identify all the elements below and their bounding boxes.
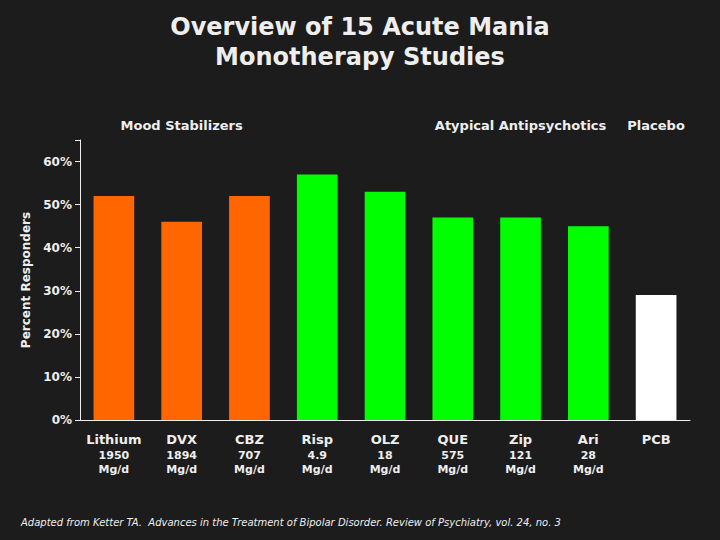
- svg-text:Placebo: Placebo: [627, 118, 685, 133]
- svg-text:1950: 1950: [99, 449, 130, 462]
- svg-text:Mg/d: Mg/d: [437, 463, 468, 476]
- svg-text:707: 707: [238, 449, 261, 462]
- svg-text:1894: 1894: [166, 449, 197, 462]
- svg-text:Risp: Risp: [301, 432, 333, 447]
- svg-text:10%: 10%: [43, 370, 72, 384]
- svg-text:Mg/d: Mg/d: [505, 463, 536, 476]
- svg-text:QUE: QUE: [438, 432, 469, 447]
- svg-text:Adapted from Ketter TA. Advan: Adapted from Ketter TA. Advances in the …: [20, 517, 561, 528]
- svg-text:Zip: Zip: [509, 432, 532, 447]
- svg-text:OLZ: OLZ: [371, 432, 400, 447]
- svg-text:30%: 30%: [43, 284, 72, 298]
- svg-text:Mg/d: Mg/d: [99, 463, 130, 476]
- svg-text:575: 575: [441, 449, 464, 462]
- svg-text:121: 121: [509, 449, 532, 462]
- svg-text:Mg/d: Mg/d: [234, 463, 265, 476]
- svg-text:PCB: PCB: [642, 432, 671, 447]
- svg-text:Mg/d: Mg/d: [573, 463, 604, 476]
- svg-text:DVX: DVX: [166, 432, 197, 447]
- svg-text:Atypical Antipsychotics: Atypical Antipsychotics: [435, 118, 607, 133]
- svg-text:Mg/d: Mg/d: [370, 463, 401, 476]
- svg-text:CBZ: CBZ: [235, 432, 264, 447]
- svg-text:Mood Stabilizers: Mood Stabilizers: [121, 118, 243, 133]
- svg-text:Mg/d: Mg/d: [166, 463, 197, 476]
- svg-text:Percent Responders: Percent Responders: [19, 212, 33, 348]
- svg-text:18: 18: [377, 449, 392, 462]
- svg-text:Mg/d: Mg/d: [302, 463, 333, 476]
- svg-text:28: 28: [581, 449, 596, 462]
- svg-text:60%: 60%: [43, 155, 72, 169]
- svg-text:20%: 20%: [43, 327, 72, 341]
- svg-text:Monotherapy Studies: Monotherapy Studies: [215, 43, 505, 71]
- svg-text:4.9: 4.9: [307, 449, 327, 462]
- svg-text:Ari: Ari: [578, 432, 599, 447]
- svg-text:Overview of 15 Acute Mania: Overview of 15 Acute Mania: [170, 13, 549, 41]
- svg-text:50%: 50%: [43, 198, 72, 212]
- svg-text:Lithium: Lithium: [86, 432, 141, 447]
- svg-text:0%: 0%: [52, 413, 72, 427]
- svg-text:40%: 40%: [43, 241, 72, 255]
